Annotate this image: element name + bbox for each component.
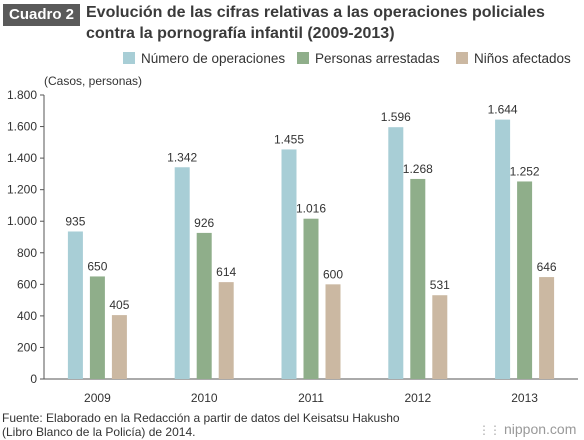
- legend-item-operaciones: Número de operaciones: [123, 50, 285, 68]
- data-label-ninos-2011: 600: [323, 267, 343, 281]
- y-tick-label: 600: [17, 277, 37, 291]
- bar-operaciones-2013: [495, 119, 511, 379]
- bar-ninos-2013: [539, 277, 555, 379]
- brand-dots-icon: ⋮⋮: [478, 423, 501, 437]
- y-tick-label: 1.800: [7, 88, 37, 102]
- data-label-operaciones-2011: 1.455: [274, 132, 304, 146]
- legend-label-arrestadas: Personas arrestadas: [315, 51, 440, 66]
- legend-label-operaciones: Número de operaciones: [141, 51, 286, 66]
- bar-ninos-2012: [432, 295, 448, 379]
- source-note: Fuente: Elaborado en la Redacción a part…: [2, 411, 400, 439]
- bar-ninos-2011: [325, 284, 341, 379]
- bar-arrestadas-2010: [196, 232, 212, 379]
- y-axis-unit-label: (Casos, personas): [44, 74, 143, 88]
- bar-arrestadas-2012: [410, 178, 426, 379]
- x-tick-label-2011: 2011: [298, 391, 324, 405]
- brand-name: nippon.com: [504, 421, 577, 437]
- bar-ninos-2010: [218, 282, 234, 379]
- x-tick-label-2013: 2013: [511, 391, 538, 405]
- legend-item-arrestadas: Personas arrestadas: [297, 50, 440, 68]
- legend-label-ninos: Niños afectados: [474, 51, 571, 66]
- bar-operaciones-2012: [388, 127, 404, 379]
- bar-operaciones-2011: [281, 149, 297, 379]
- data-label-operaciones-2012: 1.596: [381, 110, 411, 124]
- y-tick-label: 1.200: [7, 183, 37, 197]
- data-label-ninos-2010: 614: [216, 265, 236, 279]
- data-label-operaciones-2009: 935: [65, 214, 85, 228]
- chart-title: Evolución de las cifras relativas a las …: [86, 2, 581, 44]
- y-tick-label: 800: [17, 246, 37, 260]
- chart-legend: Número de operaciones Personas arrestada…: [0, 50, 584, 68]
- chart-title-line-1: Evolución de las cifras relativas a las …: [86, 4, 545, 21]
- data-label-arrestadas-2009: 650: [87, 259, 107, 273]
- data-label-arrestadas-2012: 1.268: [403, 162, 433, 176]
- data-label-operaciones-2010: 1.342: [167, 150, 197, 164]
- y-tick-label: 1.600: [7, 120, 37, 134]
- bar-arrestadas-2011: [303, 218, 319, 379]
- y-tick-label: 1.000: [7, 214, 37, 228]
- source-line-1: Fuente: Elaborado en la Redacción a part…: [2, 411, 400, 425]
- brand-logo: ⋮⋮ nippon.com: [478, 421, 576, 437]
- y-tick-label: 0: [30, 372, 37, 386]
- chart-title-line-2: contra la pornografía infantil (2009-201…: [86, 25, 395, 42]
- bar-ninos-2009: [111, 315, 127, 379]
- legend-swatch-operaciones: [123, 52, 135, 64]
- x-tick-label-2009: 2009: [84, 391, 111, 405]
- data-label-arrestadas-2013: 1.252: [510, 164, 540, 178]
- y-tick-label: 1.400: [7, 151, 37, 165]
- figure-badge: Cuadro 2: [3, 4, 80, 26]
- bar-arrestadas-2013: [517, 181, 533, 379]
- data-label-arrestadas-2010: 926: [194, 216, 214, 230]
- y-tick-label: 200: [17, 340, 37, 354]
- bar-operaciones-2009: [67, 231, 83, 379]
- bar-operaciones-2010: [174, 167, 190, 379]
- bar-chart: 0 200 400 600 800 1.000 1.200 1.400 1.600 1.800 93…: [7, 88, 578, 405]
- data-label-arrestadas-2011: 1.016: [296, 202, 326, 216]
- data-label-ninos-2013: 646: [537, 260, 557, 274]
- legend-item-ninos: Niños afectados: [456, 50, 571, 68]
- bar-arrestadas-2009: [89, 276, 105, 379]
- legend-swatch-ninos: [456, 52, 468, 64]
- data-label-ninos-2009: 405: [109, 298, 129, 312]
- x-tick-label-2012: 2012: [404, 391, 431, 405]
- legend-swatch-arrestadas: [297, 52, 309, 64]
- y-tick-label: 400: [17, 309, 37, 323]
- data-label-operaciones-2013: 1.644: [488, 103, 518, 117]
- x-tick-label-2010: 2010: [191, 391, 218, 405]
- data-label-ninos-2012: 531: [430, 278, 450, 292]
- source-line-2: (Libro Blanco de la Policía) de 2014.: [2, 425, 196, 439]
